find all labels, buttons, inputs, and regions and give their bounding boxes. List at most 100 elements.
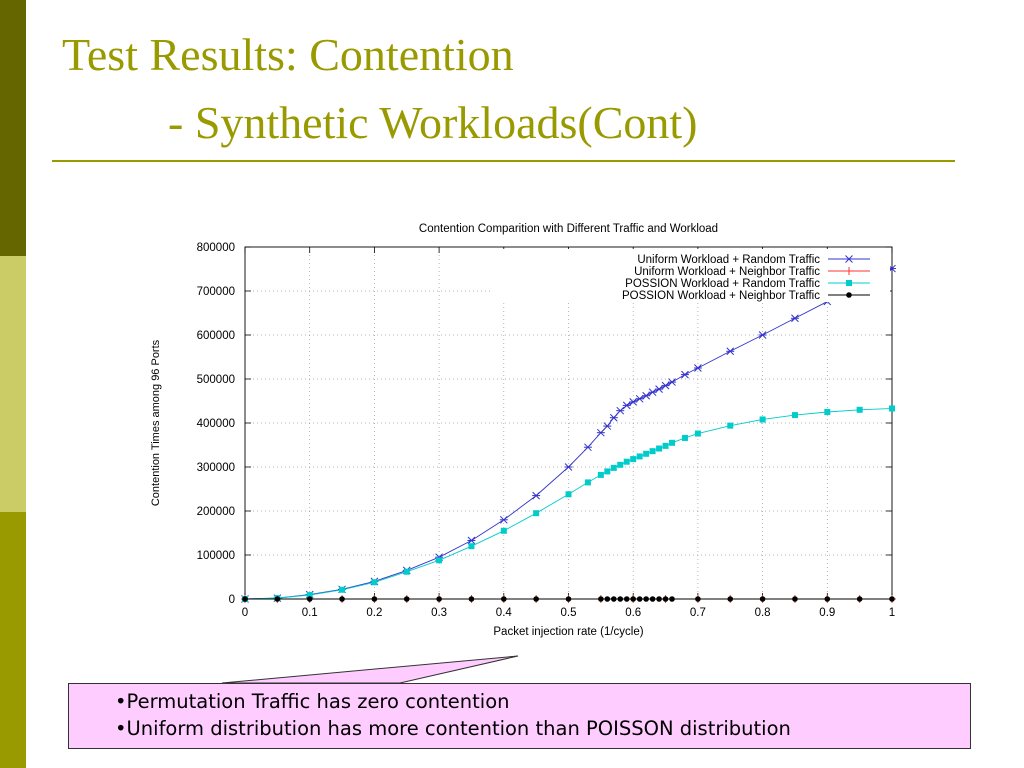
x-tick-label: 0.4	[496, 607, 513, 619]
x-tick-label: 1	[889, 607, 895, 619]
data-point-series-4	[636, 596, 643, 602]
data-point-series-1	[603, 422, 612, 430]
data-point-series-3	[597, 471, 604, 478]
data-point-series-1	[583, 443, 592, 452]
data-point-series-4	[727, 596, 734, 602]
y-tick-label: 100000	[197, 550, 235, 562]
data-point-series-4	[533, 596, 539, 602]
data-point-series-1	[499, 515, 508, 524]
data-point-series-3	[610, 464, 617, 471]
x-tick-label: 0.8	[755, 607, 771, 619]
x-tick-label: 0.1	[302, 607, 318, 619]
data-point-series-1	[532, 491, 541, 500]
data-point-series-1	[726, 347, 735, 356]
data-point-series-4	[403, 596, 410, 602]
callout-box: Permutation Traffic has zero contention …	[68, 683, 971, 749]
y-tick-label: 600000	[197, 330, 235, 342]
legend-label-1: Uniform Workload + Random Traffic	[637, 254, 820, 266]
data-point-series-4	[306, 596, 313, 602]
legend-label-3: POSSION Workload + Random Traffic	[625, 278, 820, 290]
data-point-series-3	[662, 442, 669, 449]
slide-subtitle: - Synthetic Workloads(Cont)	[168, 97, 698, 148]
x-tick-label: 0.9	[819, 607, 835, 619]
data-point-series-3	[681, 434, 688, 441]
data-point-series-4	[617, 596, 624, 602]
data-point-series-3	[669, 439, 676, 446]
data-point-series-4	[604, 596, 611, 602]
title-divider	[52, 160, 955, 162]
chart-title: Contention Comparition with Different Tr…	[419, 223, 718, 235]
data-point-series-1	[661, 381, 670, 390]
data-point-series-1	[622, 401, 631, 410]
data-point-series-3	[565, 491, 572, 498]
data-point-series-4	[695, 596, 701, 602]
data-point-series-1	[648, 388, 657, 397]
data-point-series-3	[403, 568, 410, 575]
data-point-series-3	[856, 406, 863, 413]
data-point-series-4	[824, 596, 831, 602]
data-point-series-1	[467, 536, 476, 545]
sidebar-segment-mid	[0, 512, 26, 768]
data-point-series-1	[693, 364, 702, 372]
data-point-series-3	[643, 450, 650, 457]
x-tick-label: 0.5	[561, 607, 577, 619]
data-point-series-3	[649, 448, 656, 455]
x-tick-label: 0.7	[690, 607, 706, 619]
data-point-series-4	[630, 596, 636, 602]
data-point-series-1	[635, 394, 644, 403]
data-point-series-1	[680, 370, 689, 379]
legend-background	[492, 249, 890, 302]
x-tick-label: 0.6	[625, 607, 641, 619]
y-tick-label: 0	[229, 594, 235, 606]
legend-marker-2	[845, 267, 853, 275]
data-point-series-1	[596, 428, 605, 437]
data-point-series-3	[584, 479, 591, 486]
callout-bullet-1: Permutation Traffic has zero contention	[115, 688, 970, 715]
data-point-series-3	[604, 468, 611, 475]
data-point-series-4	[656, 596, 662, 602]
data-point-series-4	[623, 596, 630, 602]
sidebar-segment-light	[0, 256, 26, 512]
legend-marker-3	[846, 280, 852, 286]
data-point-series-3	[500, 527, 507, 534]
data-point-series-3	[617, 461, 624, 468]
data-point-series-4	[598, 596, 604, 602]
legend-label-4: POSSION Workload + Neighbor Traffic	[622, 290, 820, 302]
data-point-series-3	[306, 592, 313, 599]
data-point-series-3	[791, 412, 798, 419]
callout-bullet-2: Uniform distribution has more contention…	[115, 715, 970, 742]
data-point-series-3	[824, 409, 831, 415]
data-point-series-3	[759, 416, 766, 423]
data-point-series-4	[242, 596, 248, 602]
y-tick-label: 700000	[197, 286, 235, 298]
legend-marker-1	[845, 255, 853, 263]
data-point-series-3	[889, 405, 895, 412]
data-point-series-3	[630, 456, 637, 463]
data-point-series-4	[371, 596, 378, 602]
data-point-series-3	[623, 458, 630, 465]
data-point-series-4	[643, 596, 649, 602]
data-point-series-3	[339, 586, 346, 593]
callout-pointer-shape	[221, 655, 519, 684]
data-point-series-4	[856, 596, 863, 602]
data-point-series-4	[792, 596, 798, 602]
data-point-series-1	[758, 331, 767, 339]
sidebar-decoration	[0, 0, 26, 768]
data-point-series-1	[668, 378, 677, 386]
data-point-series-3	[694, 430, 701, 437]
data-point-series-1	[642, 391, 651, 400]
sidebar-segment-dark	[0, 0, 26, 256]
x-tick-label: 0.2	[366, 607, 382, 619]
data-point-series-3	[727, 422, 734, 429]
data-point-series-1	[629, 398, 638, 406]
data-point-series-4	[468, 596, 475, 602]
legend-label-2: Uniform Workload + Neighbor Traffic	[634, 266, 820, 278]
data-point-series-4	[649, 596, 656, 602]
data-point-series-3	[636, 453, 643, 460]
data-point-series-1	[790, 314, 799, 323]
legend-marker-4	[846, 292, 852, 298]
x-tick-label: 0	[242, 607, 248, 619]
y-tick-label: 300000	[197, 462, 235, 474]
slide-title: Test Results: Contention	[62, 29, 514, 80]
